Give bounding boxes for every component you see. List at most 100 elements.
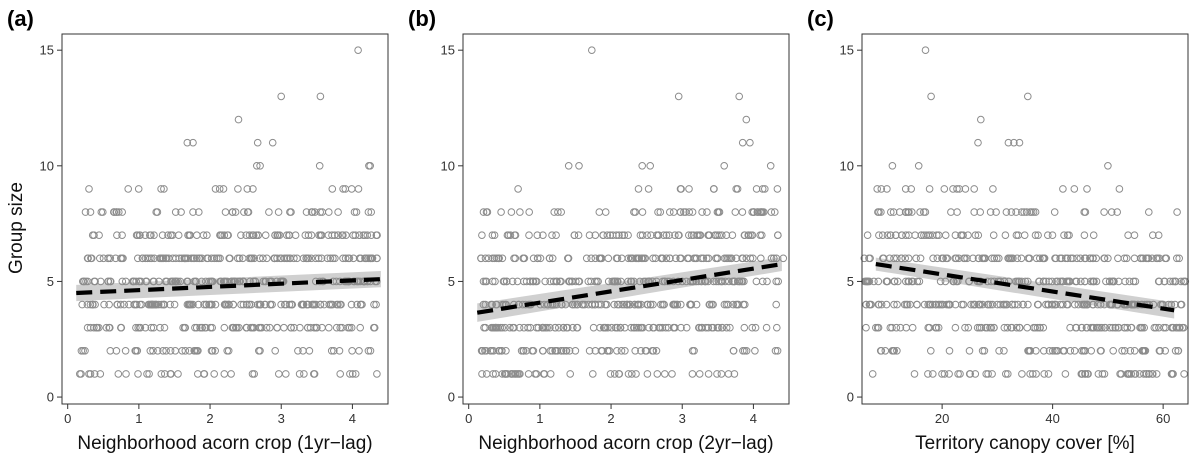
data-point xyxy=(559,347,568,355)
data-point xyxy=(1155,347,1164,355)
data-point xyxy=(720,300,729,309)
data-point xyxy=(1089,277,1098,286)
data-point xyxy=(112,208,120,216)
data-point xyxy=(373,254,381,263)
data-point xyxy=(623,300,632,309)
data-point xyxy=(134,254,142,263)
data-point xyxy=(907,185,916,193)
data-point xyxy=(940,185,949,193)
data-point xyxy=(273,231,282,239)
data-point xyxy=(273,323,281,332)
data-point xyxy=(604,323,612,332)
data-point xyxy=(941,231,950,239)
data-point xyxy=(152,300,161,309)
data-point xyxy=(368,254,377,263)
data-point xyxy=(612,231,621,239)
data-point xyxy=(1070,347,1079,355)
data-point xyxy=(138,254,147,263)
data-point xyxy=(1018,208,1026,216)
data-point xyxy=(220,300,229,309)
data-point xyxy=(546,370,555,378)
data-point xyxy=(215,185,224,193)
data-point xyxy=(1081,370,1089,378)
data-point xyxy=(237,231,245,239)
data-point xyxy=(1071,277,1080,286)
data-point xyxy=(895,208,904,216)
data-point xyxy=(197,277,206,286)
data-point xyxy=(110,208,119,216)
data-point xyxy=(936,277,945,286)
data-point xyxy=(675,231,683,239)
data-point xyxy=(352,208,361,216)
data-point xyxy=(1039,323,1048,332)
data-point xyxy=(705,300,714,309)
data-point xyxy=(637,323,646,332)
data-point xyxy=(649,300,657,309)
data-point xyxy=(738,254,746,263)
data-point xyxy=(771,208,779,216)
data-point xyxy=(744,231,753,239)
data-point xyxy=(113,231,121,239)
data-point xyxy=(208,277,217,286)
data-point xyxy=(270,254,279,263)
data-point xyxy=(1048,277,1056,286)
data-point xyxy=(529,277,537,286)
data-point xyxy=(1105,300,1114,309)
data-point xyxy=(883,231,892,239)
data-point xyxy=(153,347,162,355)
data-point xyxy=(970,208,979,216)
data-point xyxy=(887,208,895,216)
data-point xyxy=(628,370,636,378)
data-point xyxy=(323,254,332,263)
data-point xyxy=(738,277,747,286)
data-point xyxy=(546,347,555,355)
data-point xyxy=(1034,231,1042,239)
data-point xyxy=(256,300,265,309)
data-point xyxy=(882,300,891,309)
data-point xyxy=(646,162,655,170)
y-tick-label: 15 xyxy=(40,43,54,58)
data-point xyxy=(770,254,778,263)
data-point xyxy=(1104,162,1112,170)
data-point xyxy=(908,323,917,332)
data-point xyxy=(314,254,323,263)
data-point xyxy=(1179,323,1188,332)
data-point xyxy=(616,323,625,332)
data-point xyxy=(157,370,166,378)
data-point xyxy=(1072,323,1080,332)
data-point xyxy=(124,185,132,193)
data-point xyxy=(310,300,319,309)
data-point xyxy=(877,208,885,216)
data-point xyxy=(334,231,343,239)
data-point xyxy=(956,370,964,378)
data-point xyxy=(117,323,125,332)
data-point xyxy=(984,370,992,378)
data-point xyxy=(613,300,622,309)
data-point xyxy=(934,323,943,332)
data-point xyxy=(902,277,910,286)
data-point xyxy=(1113,208,1121,216)
data-point xyxy=(346,370,354,378)
data-point xyxy=(695,323,704,332)
data-point xyxy=(1101,323,1110,332)
data-point xyxy=(95,323,103,332)
data-point xyxy=(514,185,522,193)
data-point xyxy=(674,92,683,101)
fit-line xyxy=(875,262,1175,313)
data-point xyxy=(245,300,254,309)
data-point xyxy=(355,347,363,355)
data-point xyxy=(489,347,498,355)
x-tick-label: 2 xyxy=(206,411,213,426)
data-point xyxy=(1083,185,1091,193)
data-point xyxy=(1016,323,1024,332)
data-point xyxy=(974,254,983,263)
data-point xyxy=(1108,277,1116,286)
data-point xyxy=(257,323,266,332)
data-point xyxy=(634,300,643,309)
data-point xyxy=(182,254,190,263)
data-point xyxy=(339,185,347,193)
data-point xyxy=(969,254,977,263)
data-point xyxy=(533,231,542,239)
data-point xyxy=(366,162,375,170)
data-point xyxy=(642,347,651,355)
